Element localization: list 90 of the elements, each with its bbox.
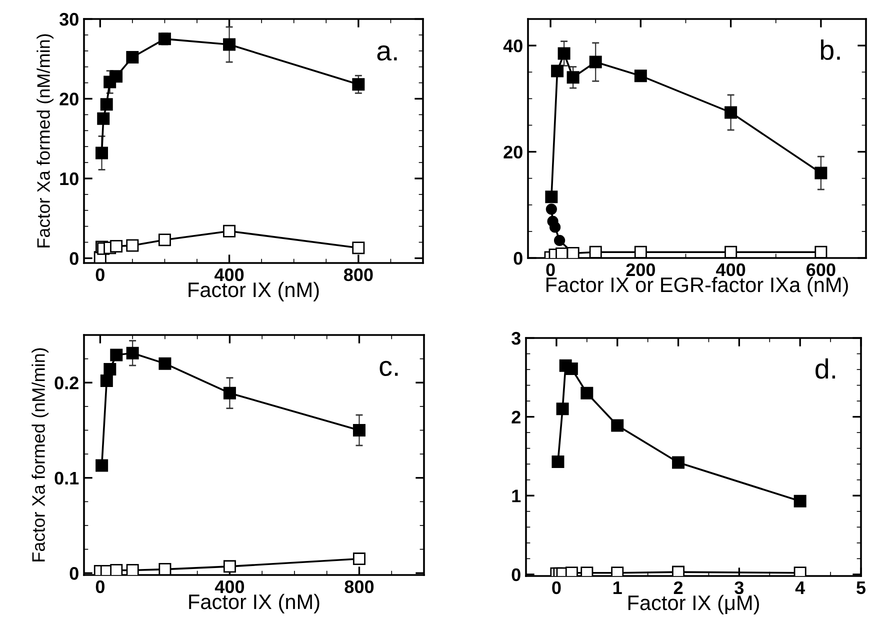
point [558,47,570,60]
point [223,38,236,51]
point [545,190,558,204]
y-tick-label: 1 [512,490,521,502]
x-tick-label: 200 [626,263,655,276]
x-tick-label: 800 [344,268,373,282]
x-tick-label: 0 [96,268,104,282]
point [110,70,123,83]
point [352,242,365,254]
point [126,51,139,64]
point [110,240,123,253]
x-tick-label: 2 [674,581,683,594]
point [580,386,594,400]
y-tick-label: 3 [512,332,520,345]
x-tick-label: 0 [546,263,555,276]
y-tick-label: 0 [70,252,78,265]
y-tick-label: 20 [60,92,78,106]
annotation: a. [377,45,397,61]
y-tick-label: 2 [512,410,520,424]
point [223,224,236,238]
point [100,98,113,111]
x-tick-label: 400 [716,263,746,276]
point [352,424,366,436]
annotation: d. [816,358,836,379]
point [126,346,139,360]
x-axis-title: Factor IX (nM) [188,282,319,302]
point [672,566,685,576]
point [589,246,602,258]
point [352,552,366,566]
x-tick-label: 600 [806,263,836,276]
y-tick-label: 0.2 [54,376,78,390]
x-tick-label: 800 [344,580,374,594]
x-axis-title: Factor IX or EGR-factor IXa (nM) [546,276,848,296]
point [794,494,806,508]
point [100,374,113,387]
point [556,248,568,258]
y-tick-label: 0.1 [54,472,79,485]
x-axis-title: Factor IX (nM) [189,594,320,614]
point [556,402,569,416]
point [551,64,564,78]
x-axis-title: Factor IX (μM) [628,594,759,614]
point [158,357,172,370]
point [724,246,738,258]
point [110,564,123,575]
point [223,386,236,400]
point [724,106,738,119]
x-tick-label: 400 [214,580,244,594]
point [96,146,108,160]
y-tick-label: 30 [59,12,78,26]
y-tick-label: 0 [512,568,520,582]
point [126,564,139,575]
x-tick-label: 0 [552,581,561,594]
x-tick-label: 400 [214,268,244,282]
point [549,222,561,233]
y-tick-label: 40 [503,39,522,52]
point [589,56,602,68]
x-tick-label: 4 [795,582,806,594]
point [96,459,108,472]
point [352,78,365,91]
point [126,239,139,252]
annotation: b. [820,40,840,60]
point [672,456,685,469]
point [223,560,236,573]
point [565,362,578,375]
point [104,363,116,376]
x-tick-label: 1 [613,582,622,594]
y-axis-title: Factor Xa formed (nM/min) [32,348,48,562]
point [554,234,566,246]
x-tick-label: 5 [856,582,866,594]
y-tick-label: 0 [70,567,78,580]
annotation: c. [380,360,398,376]
y-tick-label: 20 [504,146,522,158]
point [158,234,171,246]
point [110,348,123,362]
x-tick-label: 3 [734,581,744,594]
point [97,112,110,125]
y-axis-title: Factor Xa formed (nM/min) [36,34,54,248]
point [814,246,828,258]
point [158,563,172,575]
x-tick-label: 0 [96,580,104,594]
point [814,166,828,180]
point [546,204,557,215]
point [611,419,624,432]
y-tick-label: 0 [514,252,522,265]
point [634,246,647,258]
point [566,71,580,84]
y-tick-label: 10 [60,172,78,186]
point [552,455,564,468]
point [634,70,647,82]
point [158,32,171,46]
